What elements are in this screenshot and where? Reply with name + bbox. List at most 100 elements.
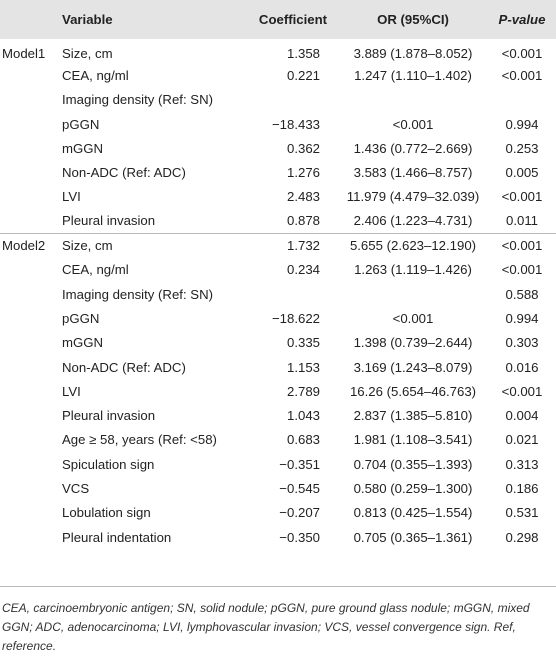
header-pvalue-label: P-value	[498, 12, 546, 27]
variable-cell: LVI	[62, 383, 81, 399]
model-label-cell	[0, 136, 58, 160]
footnote: CEA, carcinoembryonic antigen; SN, solid…	[2, 601, 530, 653]
model-label-cell	[0, 112, 58, 136]
model-label-cell	[0, 306, 58, 330]
model-label-cell	[0, 331, 58, 355]
coefficient-cell: 0.335	[286, 335, 320, 351]
model-label-cell	[0, 185, 58, 209]
model-label-cell	[0, 476, 58, 500]
or-cell: 3.583 (1.466–8.757)	[353, 165, 473, 181]
variable-cell: Spiculation sign	[62, 456, 155, 472]
variable-cell: Imaging density (Ref: SN)	[62, 92, 213, 108]
variable-cell: Non-ADC (Ref: ADC)	[62, 359, 186, 375]
coefficient-cell: 0.234	[286, 262, 320, 278]
pvalue-cell: 0.588	[505, 286, 539, 302]
header-pvalue: P-value	[488, 0, 556, 39]
model-label-cell	[0, 258, 58, 282]
variable-cell: CEA, ng/ml	[62, 262, 129, 278]
model-label-cell	[0, 88, 58, 112]
variable-cell: VCS	[62, 480, 90, 496]
table-row: Non-ADC (Ref: ADC) 1.153 3.169 (1.243–8.07…	[0, 355, 556, 379]
table-row: Pleural indentation −0.350 0.705 (0.365–1.…	[0, 525, 556, 549]
table-row: LVI 2.483 11.979 (4.479–32.039) <0.001	[0, 185, 556, 209]
coefficient-cell: 0.362	[286, 140, 320, 156]
coefficient-cell: −18.433	[271, 116, 320, 132]
coefficient-cell	[248, 282, 338, 306]
model-label-cell: Model2	[0, 232, 58, 258]
or-cell: 2.837 (1.385–5.810)	[353, 408, 473, 424]
header-or: OR (95%CI)	[377, 12, 449, 27]
or-cell: 3.889 (1.878–8.052)	[353, 45, 473, 61]
or-cell: <0.001	[392, 310, 434, 326]
or-cell: 0.705 (0.365–1.361)	[353, 529, 473, 545]
table-row: Age ≥ 58, years (Ref: <58) 0.683 1.981 (1.…	[0, 428, 556, 452]
table-row: LVI 2.789 16.26 (5.654–46.763) <0.001	[0, 379, 556, 403]
or-cell: 16.26 (5.654–46.763)	[349, 383, 477, 399]
or-cell: 2.406 (1.223–4.731)	[353, 213, 473, 229]
table-row: mGGN 0.362 1.436 (0.772–2.669) 0.253	[0, 136, 556, 160]
coefficient-cell: 1.043	[286, 408, 320, 424]
pvalue-cell: 0.994	[505, 310, 539, 326]
model-label-cell	[0, 160, 58, 184]
pvalue-cell: 0.021	[505, 432, 539, 448]
variable-cell: Lobulation sign	[62, 505, 151, 521]
model-label-cell	[0, 403, 58, 427]
pvalue-cell: <0.001	[501, 383, 543, 399]
variable-cell: Pleural indentation	[62, 529, 172, 545]
variable-cell: Non-ADC (Ref: ADC)	[62, 165, 186, 181]
coefficient-cell: −0.350	[279, 529, 320, 545]
pvalue-cell: <0.001	[501, 45, 543, 61]
variable-cell: Age ≥ 58, years (Ref: <58)	[62, 432, 217, 448]
pvalue-cell: 0.004	[505, 408, 539, 424]
or-cell	[338, 282, 488, 306]
pvalue-cell: <0.001	[501, 262, 543, 278]
or-cell: 11.979 (4.479–32.039)	[346, 189, 480, 205]
pvalue-cell: 0.298	[505, 529, 539, 545]
pvalue-cell: <0.001	[501, 67, 543, 83]
or-cell: 1.398 (0.739–2.644)	[353, 335, 473, 351]
coefficient-cell: 1.732	[248, 232, 338, 258]
model-label-cell	[0, 452, 58, 476]
table-row: Spiculation sign −0.351 0.704 (0.355–1.393…	[0, 452, 556, 476]
table-row: Pleural invasion 0.878 2.406 (1.223–4.731)…	[0, 209, 556, 233]
table-row: Imaging density (Ref: SN) 0.588	[0, 282, 556, 306]
table-row: VCS −0.545 0.580 (0.259–1.300) 0.186	[0, 476, 556, 500]
table-row: Lobulation sign −0.207 0.813 (0.425–1.554)…	[0, 501, 556, 525]
pvalue-cell: 0.531	[505, 505, 539, 521]
or-cell: 1.247 (1.110–1.402)	[354, 67, 472, 83]
variable-cell: Size, cm	[62, 45, 113, 61]
table-row: pGGN −18.433 <0.001 0.994	[0, 112, 556, 136]
variable-cell: LVI	[62, 189, 81, 205]
table-row: Model1 Size, cm 1.358 3.889 (1.878–8.052) <0…	[0, 39, 556, 63]
pvalue-cell: 0.303	[505, 335, 539, 351]
coefficient-cell: 2.483	[286, 189, 320, 205]
pvalue-cell: 0.005	[505, 165, 539, 181]
coefficient-cell: −0.545	[279, 480, 320, 496]
pvalue-cell: 0.313	[505, 456, 539, 472]
or-cell: 0.580 (0.259–1.300)	[353, 480, 473, 496]
variable-cell: Size, cm	[58, 232, 248, 258]
table-body: Model1 Size, cm 1.358 3.889 (1.878–8.052) <0…	[0, 39, 556, 549]
coefficient-cell: 0.221	[286, 67, 320, 83]
coefficient-cell: 1.358	[286, 45, 320, 61]
pvalue-cell	[488, 88, 556, 112]
or-cell: 5.655 (2.623–12.190)	[338, 232, 488, 258]
model-label-cell	[0, 428, 58, 452]
pvalue-cell: <0.001	[488, 232, 556, 258]
variable-cell: pGGN	[62, 116, 100, 132]
variable-cell: mGGN	[62, 140, 104, 156]
pvalue-cell: 0.994	[505, 116, 539, 132]
or-cell: 3.169 (1.243–8.079)	[353, 359, 473, 375]
pvalue-cell: 0.186	[505, 480, 539, 496]
or-cell: 1.263 (1.119–1.426)	[354, 262, 472, 278]
or-cell: 0.813 (0.425–1.554)	[353, 505, 473, 521]
table-row: Imaging density (Ref: SN)	[0, 88, 556, 112]
coefficient-cell: 0.878	[286, 213, 320, 229]
or-cell	[338, 88, 488, 112]
coefficient-cell: −0.351	[279, 456, 320, 472]
pvalue-cell: 0.253	[505, 140, 539, 156]
model-label-cell: Model1	[2, 45, 46, 61]
pvalue-cell: 0.016	[505, 359, 539, 375]
pvalue-cell: <0.001	[501, 189, 543, 205]
